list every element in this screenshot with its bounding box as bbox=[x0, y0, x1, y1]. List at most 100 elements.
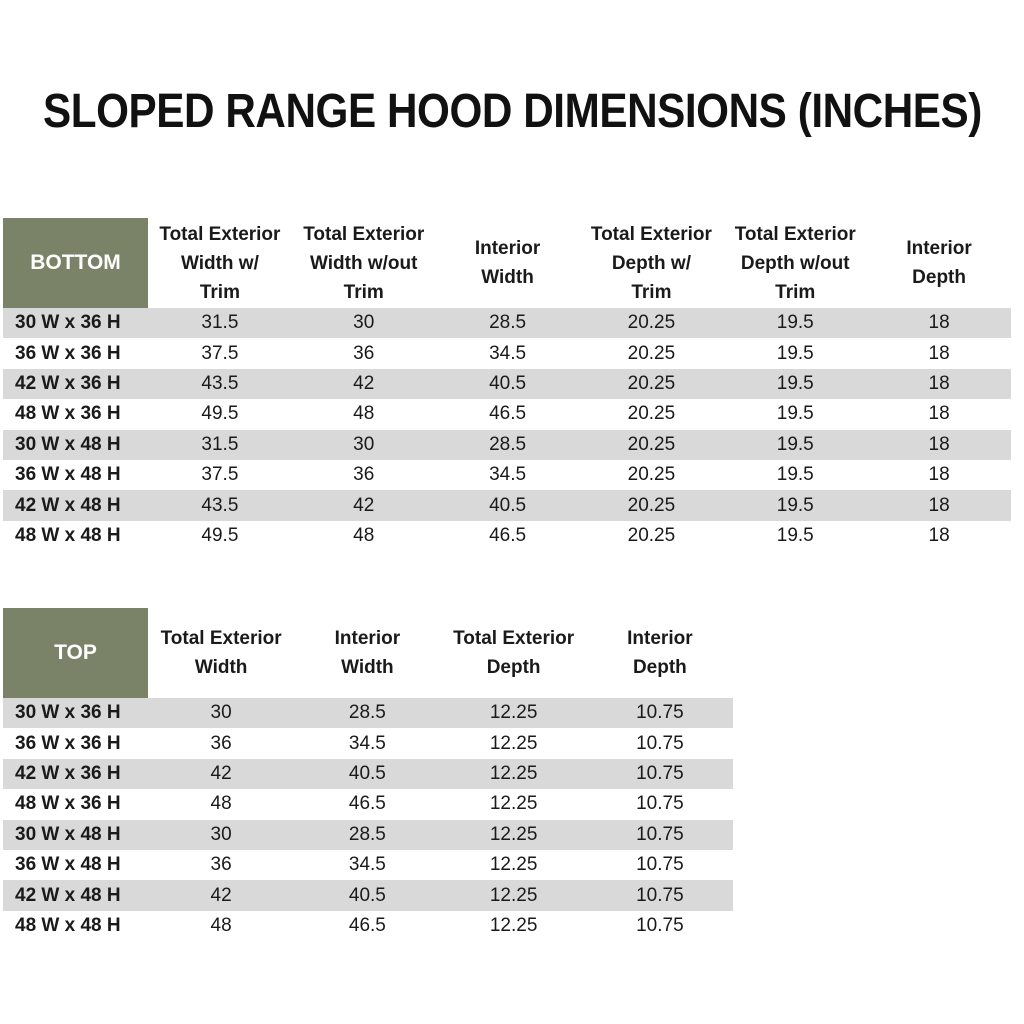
dimension-value: 48 bbox=[353, 524, 375, 546]
row-size-label: 48 W x 36 H bbox=[15, 403, 121, 425]
dimension-value: 48 bbox=[210, 793, 232, 815]
dimension-value: 46.5 bbox=[348, 793, 386, 815]
row-size-label: 36 W x 48 H bbox=[15, 854, 121, 876]
dimension-value: 10.75 bbox=[636, 884, 684, 906]
row-size-label: 36 W x 36 H bbox=[15, 342, 121, 364]
row-size-label: 42 W x 36 H bbox=[15, 762, 121, 784]
row-size-label: 36 W x 36 H bbox=[15, 732, 121, 754]
row-size-label: 42 W x 48 H bbox=[15, 884, 121, 906]
dimension-value: 12.25 bbox=[489, 884, 538, 906]
dimension-value: 42 bbox=[210, 884, 232, 906]
column-header: Total Exterior Depth w/out Trim bbox=[734, 223, 856, 303]
dimension-value: 19.5 bbox=[776, 494, 814, 516]
table-row: 42 W x 48 H 43.5 42 40.5 20.25 19.5 18 bbox=[3, 490, 1011, 521]
row-size-label: 30 W x 48 H bbox=[15, 433, 121, 455]
row-size-label: 36 W x 48 H bbox=[15, 464, 121, 486]
top-table-header-row: TOP Total Exterior Width Interior Width To… bbox=[3, 608, 733, 698]
table-row: 42 W x 48 H 42 40.5 12.25 10.75 bbox=[3, 880, 733, 911]
dimension-value: 40.5 bbox=[489, 494, 527, 516]
row-size-label: 30 W x 36 H bbox=[15, 702, 121, 724]
dimension-value: 34.5 bbox=[489, 342, 527, 364]
top-table-body: 30 W x 36 H 30 28.5 12.25 10.75 36 W x 36 H 36… bbox=[3, 698, 733, 942]
table-row: 36 W x 48 H 37.5 36 34.5 20.25 19.5 18 bbox=[3, 459, 1011, 491]
dimension-value: 20.25 bbox=[627, 494, 676, 516]
table-row: 30 W x 36 H 31.5 30 28.5 20.25 19.5 18 bbox=[3, 308, 1011, 339]
page-title-text: SLOPED RANGE HOOD DIMENSIONS (INCHES) bbox=[42, 85, 982, 138]
dimension-value: 12.25 bbox=[489, 823, 538, 845]
dimension-value: 19.5 bbox=[776, 312, 814, 334]
dimension-value: 19.5 bbox=[776, 342, 814, 364]
dimension-value: 28.5 bbox=[489, 433, 527, 455]
dimension-value: 18 bbox=[928, 494, 950, 516]
column-header: Interior Depth bbox=[906, 238, 972, 288]
dimension-value: 19.5 bbox=[776, 372, 814, 394]
dimension-value: 31.5 bbox=[201, 312, 239, 334]
dimension-value: 34.5 bbox=[489, 464, 527, 486]
dimension-value: 19.5 bbox=[776, 403, 814, 425]
table-row: 30 W x 48 H 31.5 30 28.5 20.25 19.5 18 bbox=[3, 429, 1011, 460]
page-title: SLOPED RANGE HOOD DIMENSIONS (INCHES) bbox=[0, 84, 1024, 139]
dimension-value: 43.5 bbox=[201, 494, 239, 516]
dimension-value: 12.25 bbox=[489, 793, 538, 815]
dimension-value: 36 bbox=[353, 464, 375, 486]
bottom-dimensions-table: BOTTOM Total Exterior Width w/ Trim Total… bbox=[3, 218, 1011, 552]
dimension-value: 20.25 bbox=[627, 433, 676, 455]
dimension-value: 20.25 bbox=[627, 464, 676, 486]
table-row: 36 W x 48 H 36 34.5 12.25 10.75 bbox=[3, 849, 733, 881]
dimension-value: 46.5 bbox=[489, 524, 527, 546]
table-row: 48 W x 36 H 48 46.5 12.25 10.75 bbox=[3, 789, 733, 820]
dimension-value: 42 bbox=[210, 762, 232, 784]
dimension-value: 43.5 bbox=[201, 372, 239, 394]
table-row: 42 W x 36 H 43.5 42 40.5 20.25 19.5 18 bbox=[3, 368, 1011, 400]
dimension-value: 36 bbox=[210, 732, 232, 754]
dimension-value: 28.5 bbox=[348, 702, 386, 724]
table-row: 48 W x 48 H 49.5 48 46.5 20.25 19.5 18 bbox=[3, 520, 1011, 552]
table-row: 36 W x 36 H 37.5 36 34.5 20.25 19.5 18 bbox=[3, 338, 1011, 369]
dimension-value: 18 bbox=[928, 464, 950, 486]
dimension-value: 31.5 bbox=[201, 433, 239, 455]
dimension-value: 40.5 bbox=[348, 884, 386, 906]
column-header: Total Exterior Width w/ Trim bbox=[159, 223, 281, 303]
top-dimensions-table: TOP Total Exterior Width Interior Width To… bbox=[3, 608, 733, 942]
bottom-table-corner-label: BOTTOM bbox=[3, 218, 148, 308]
dimension-value: 34.5 bbox=[348, 732, 386, 754]
table-row: 30 W x 36 H 30 28.5 12.25 10.75 bbox=[3, 698, 733, 729]
dimension-value: 30 bbox=[210, 702, 232, 724]
dimension-value: 36 bbox=[210, 854, 232, 876]
row-size-label: 48 W x 36 H bbox=[15, 793, 121, 815]
column-header: Total Exterior Depth w/ Trim bbox=[590, 223, 712, 303]
dimension-value: 10.75 bbox=[636, 793, 684, 815]
table-row: 36 W x 36 H 36 34.5 12.25 10.75 bbox=[3, 728, 733, 759]
dimension-value: 18 bbox=[928, 403, 950, 425]
dimension-value: 12.25 bbox=[489, 914, 538, 936]
dimension-value: 49.5 bbox=[201, 524, 239, 546]
dimension-value: 10.75 bbox=[636, 732, 684, 754]
dimension-value: 42 bbox=[353, 372, 375, 394]
dimension-value: 20.25 bbox=[627, 312, 676, 334]
column-header: Total Exterior Width bbox=[160, 628, 282, 678]
dimension-value: 34.5 bbox=[348, 854, 386, 876]
table-row: 48 W x 48 H 48 46.5 12.25 10.75 bbox=[3, 910, 733, 942]
row-size-label: 42 W x 48 H bbox=[15, 494, 121, 516]
dimension-value: 12.25 bbox=[489, 762, 538, 784]
dimension-value: 18 bbox=[928, 342, 950, 364]
dimension-value: 18 bbox=[928, 312, 950, 334]
table-row: 30 W x 48 H 30 28.5 12.25 10.75 bbox=[3, 819, 733, 850]
top-table-corner-label: TOP bbox=[3, 608, 148, 698]
row-size-label: 42 W x 36 H bbox=[15, 372, 121, 394]
dimension-value: 10.75 bbox=[636, 854, 684, 876]
row-size-label: 30 W x 48 H bbox=[15, 823, 121, 845]
column-header: Total Exterior Width w/out Trim bbox=[303, 223, 425, 303]
dimension-value: 12.25 bbox=[489, 854, 538, 876]
dimension-value: 49.5 bbox=[201, 403, 239, 425]
dimension-value: 20.25 bbox=[627, 524, 676, 546]
column-header: Interior Depth bbox=[627, 628, 693, 678]
row-size-label: 30 W x 36 H bbox=[15, 312, 121, 334]
dimension-value: 30 bbox=[353, 312, 375, 334]
table-row: 48 W x 36 H 49.5 48 46.5 20.25 19.5 18 bbox=[3, 399, 1011, 430]
dimension-value: 18 bbox=[928, 372, 950, 394]
dimension-value: 42 bbox=[353, 494, 375, 516]
dimension-value: 37.5 bbox=[201, 464, 239, 486]
dimension-value: 18 bbox=[928, 524, 950, 546]
dimension-value: 19.5 bbox=[776, 524, 814, 546]
